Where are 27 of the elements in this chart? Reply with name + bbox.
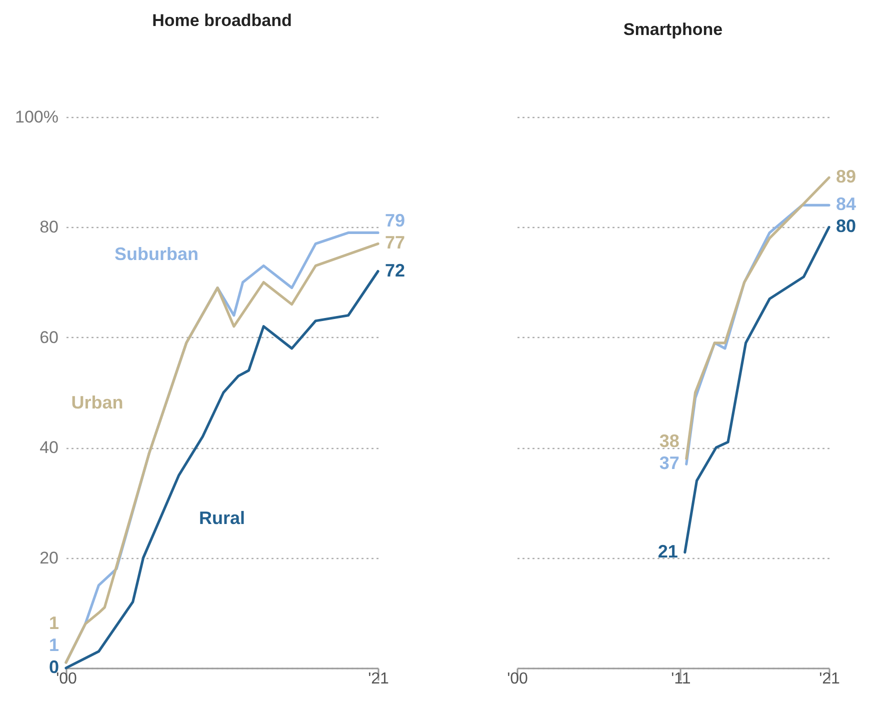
data-label: 80 (836, 216, 856, 236)
x-tick-label: '00 (507, 670, 528, 688)
data-label: 89 (836, 166, 856, 187)
x-tick-label: '00 (56, 670, 78, 688)
y-tick-label: 60 (40, 328, 58, 347)
x-tick-label: '21 (819, 670, 840, 688)
series-label: Rural (198, 508, 246, 528)
x-tick-label: '11 (671, 670, 691, 688)
x-tick-label: '21 (368, 670, 390, 688)
y-tick-label: 100% (15, 108, 58, 126)
text: Urban (71, 392, 124, 413)
data-label: 38 (659, 431, 680, 452)
data-label: 84 (836, 194, 856, 214)
data-label: 1 (48, 635, 59, 655)
y-tick-label: 20 (40, 548, 58, 568)
chart-title: Smartphone (623, 20, 723, 39)
data-label: 72 (385, 260, 406, 280)
data-label: 1 (48, 613, 59, 633)
y-tick-label: 80 (40, 218, 58, 237)
data-label: 79 (385, 210, 406, 231)
y-tick-label: 40 (40, 438, 58, 458)
data-label: 77 (385, 232, 406, 253)
data-label: 0 (48, 657, 59, 677)
chart-title: Home broadband (152, 11, 292, 30)
series-label: Suburban (114, 244, 198, 264)
data-label: 21 (658, 541, 678, 562)
data-label: 37 (659, 453, 680, 474)
